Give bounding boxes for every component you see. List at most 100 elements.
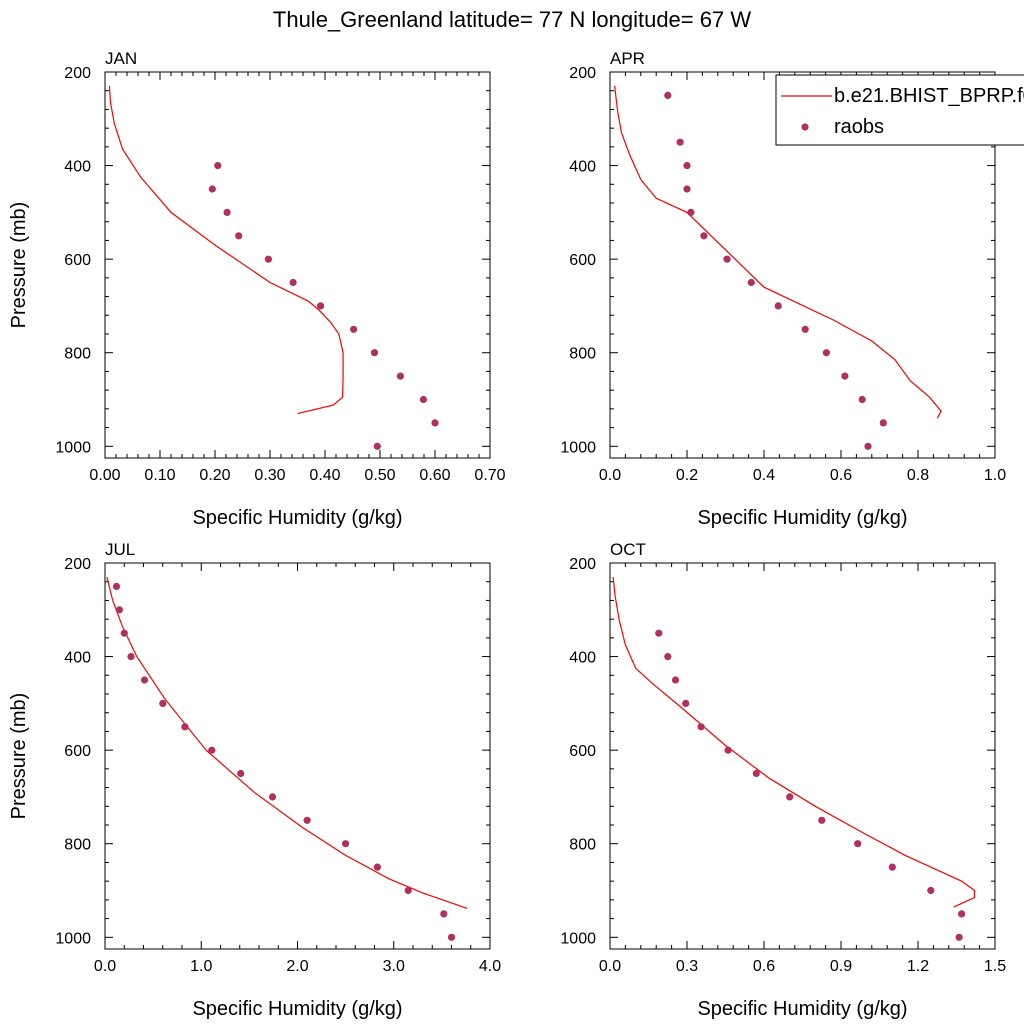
raobs-point [858,395,866,404]
raobs-point [723,255,731,263]
raobs-point [404,886,412,895]
y-tick-label: 200 [569,65,596,82]
raobs-point [879,419,887,427]
x-tick-label: 1.0 [190,958,212,975]
raobs-point [208,746,216,754]
raobs-point [140,676,149,684]
model-series-line [614,85,942,419]
plot-data [614,85,942,450]
panel-label: APR [610,49,645,68]
x-tick-label: 0.4 [753,467,775,484]
y-tick-label: 600 [64,252,91,269]
raobs-point [342,840,350,848]
raobs-point [683,185,691,193]
legend-box [775,74,1024,146]
x-axis-label: Specific Humidity (g/kg) [697,998,907,1020]
x-tick-label: 0.8 [907,467,929,484]
raobs-point [676,138,684,146]
y-tick-label: 600 [569,252,596,269]
raobs-point [822,349,831,357]
model-series-line [612,576,976,908]
panel-label: JAN [105,49,137,68]
raobs-point [115,606,123,614]
panel-apr: APR 0.0 0.2 0.4 0.6 0.8 1.0 200 400 600 800 1000 Spe… [560,49,1024,529]
y-tick-label: 200 [569,556,596,573]
raobs-point [181,723,189,731]
y-axis-label: Pressure (mb) [8,202,30,329]
raobs-point [655,629,663,637]
x-tick-label: 0.9 [830,958,852,975]
legend-model-label: b.e21.BHIST_BPRP.f0 [834,85,1024,107]
model-series-line [106,576,468,909]
raobs-point [786,793,794,801]
x-tick-label: 0.40 [309,467,340,484]
raobs-point [112,582,121,591]
raobs-point [664,653,672,661]
raobs-point [223,208,231,216]
y-tick-label: 800 [64,837,91,854]
raobs-point [373,863,381,871]
y-tick-label: 1000 [55,439,91,456]
x-tick-label: 0.2 [676,467,698,484]
x-tick-label: 2.0 [286,958,308,975]
y-tick-label: 200 [64,65,91,82]
panel-label: OCT [610,540,646,559]
raobs-point [289,278,297,287]
raobs-point [350,325,358,333]
panel-jul: JUL 0.0 1.0 2.0 3.0 4.0 200 400 600 800 1000 Specif… [8,540,501,1020]
x-axis-label: Specific Humidity (g/kg) [697,507,907,529]
raobs-point [927,886,935,895]
x-tick-label: 3.0 [383,958,405,975]
raobs-point [208,185,216,193]
y-tick-label: 800 [569,837,596,854]
x-tick-label: 0.60 [419,467,450,484]
raobs-point [958,910,966,918]
x-tick-label: 1.2 [907,958,929,975]
raobs-point [671,676,680,684]
y-tick-label: 1000 [560,930,596,947]
plot-frame [609,562,996,950]
panel-label: JUL [105,540,135,559]
raobs-point [682,699,690,708]
y-tick-label: 400 [64,159,91,176]
y-tick-label: 400 [569,159,596,176]
y-tick-label: 800 [64,346,91,363]
y-tick-label: 600 [569,743,596,760]
raobs-point [801,325,809,333]
raobs-point [396,372,404,380]
raobs-point [955,933,963,941]
raobs-point [700,232,708,240]
raobs-point [370,349,379,357]
y-axis-label: Pressure (mb) [8,693,30,820]
raobs-point [774,302,782,310]
x-tick-label: 0.00 [89,467,120,484]
y-tick-label: 400 [569,650,596,667]
plot-data [612,576,976,941]
x-tick-label: 0.0 [599,467,621,484]
y-tick-label: 600 [64,743,91,760]
x-tick-label: 0.10 [144,467,175,484]
raobs-point [818,816,826,824]
legend-obs-label: raobs [834,116,884,138]
plot-data [108,85,439,450]
raobs-point [214,162,222,170]
model-series-line [108,85,344,415]
raobs-point [841,372,849,380]
x-tick-label: 0.0 [599,958,621,975]
raobs-point [724,746,732,754]
y-tick-label: 200 [64,556,91,573]
legend-dot-swatch [801,123,809,131]
x-tick-label: 0.70 [474,467,505,484]
raobs-point [431,419,439,427]
x-axis-label: Specific Humidity (g/kg) [192,998,402,1020]
plot-data [106,576,468,941]
raobs-point [159,699,167,708]
x-tick-label: 0.3 [676,958,698,975]
panels-container: JAN 0.00 0.10 0.20 0.30 0.40 0.50 0.60 0.70 200 40… [8,49,1024,1020]
x-tick-label: 0.50 [364,467,395,484]
raobs-point [864,442,872,450]
x-tick-label: 1.5 [984,958,1006,975]
plot-frame [609,71,996,459]
